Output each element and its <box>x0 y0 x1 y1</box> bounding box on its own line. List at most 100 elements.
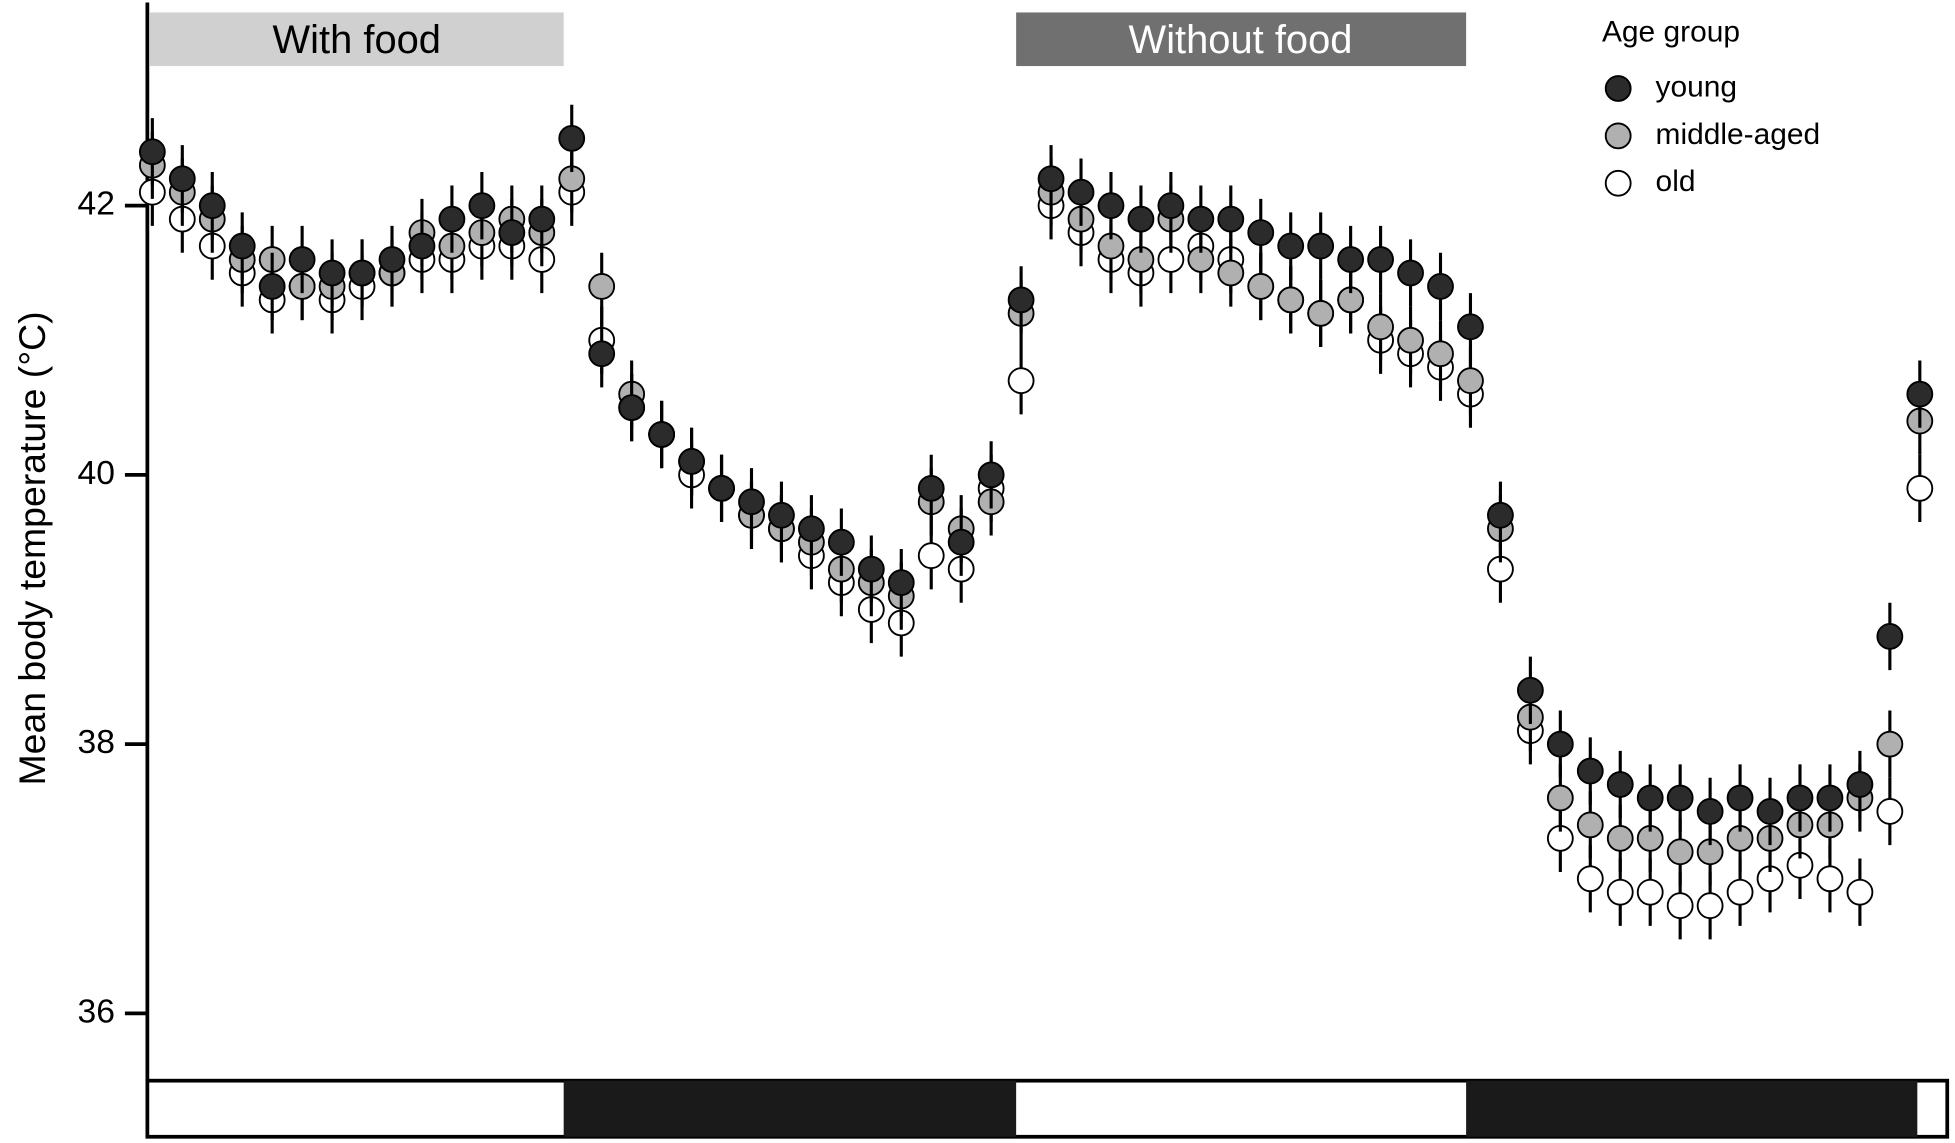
point <box>1427 340 1454 368</box>
point <box>168 165 196 193</box>
point <box>1277 232 1305 260</box>
point <box>1666 838 1694 866</box>
point <box>1786 784 1814 812</box>
point <box>1007 367 1035 395</box>
point <box>648 421 676 448</box>
point <box>348 259 376 287</box>
point <box>528 205 556 233</box>
point <box>1726 784 1754 812</box>
point <box>588 273 616 300</box>
point <box>1307 299 1335 327</box>
point <box>1217 205 1245 233</box>
point <box>1696 798 1724 825</box>
point <box>1307 232 1335 260</box>
point <box>258 273 286 300</box>
point <box>1277 286 1305 314</box>
point <box>1516 676 1544 704</box>
point <box>1247 219 1275 246</box>
point <box>1187 205 1215 233</box>
point <box>1756 798 1784 825</box>
point <box>798 515 825 543</box>
legend-marker <box>1604 122 1632 150</box>
point <box>1636 784 1664 812</box>
point <box>498 219 526 246</box>
point <box>1487 501 1514 529</box>
point <box>1876 730 1904 758</box>
point <box>1127 205 1155 233</box>
point <box>1427 273 1454 300</box>
legend-label: young <box>1656 70 1737 103</box>
point <box>228 232 256 260</box>
point <box>1217 259 1245 287</box>
point <box>1696 892 1724 920</box>
annotation: Without food <box>1129 18 1353 62</box>
point <box>198 192 226 220</box>
point <box>558 124 586 152</box>
point <box>408 232 436 260</box>
point <box>468 192 496 220</box>
point <box>887 569 915 596</box>
point <box>318 259 346 287</box>
point <box>1007 286 1035 314</box>
point <box>1337 246 1365 273</box>
point <box>708 474 735 502</box>
point <box>678 448 705 475</box>
point <box>1606 771 1634 798</box>
point <box>288 246 316 273</box>
point <box>1876 623 1904 650</box>
point <box>1457 313 1484 341</box>
point <box>138 138 166 166</box>
point <box>1816 865 1844 893</box>
point <box>1397 326 1424 354</box>
legend-marker <box>1604 169 1632 197</box>
point <box>1846 771 1874 798</box>
dark-phase <box>1466 1080 1918 1137</box>
point <box>1726 878 1754 906</box>
y-tick-label: 38 <box>78 724 115 761</box>
point <box>588 340 616 368</box>
point <box>1367 246 1394 273</box>
point <box>1576 811 1604 839</box>
point <box>857 555 885 583</box>
point <box>768 501 795 529</box>
point <box>1666 784 1694 812</box>
point <box>947 528 975 556</box>
point <box>1606 824 1634 852</box>
point <box>1846 878 1874 906</box>
point <box>1097 192 1125 220</box>
y-tick-label: 40 <box>78 455 115 492</box>
y-axis-label: Mean body temperature (°C) <box>11 311 53 785</box>
point <box>1157 192 1185 220</box>
dark-phase <box>563 1080 1017 1137</box>
point <box>1636 878 1664 906</box>
point <box>917 542 945 570</box>
point <box>738 488 765 516</box>
point <box>1606 878 1634 906</box>
point <box>1037 165 1065 193</box>
point <box>1247 273 1275 300</box>
point <box>1546 730 1574 758</box>
annotation: With food <box>273 18 441 62</box>
with-food-band <box>149 12 564 67</box>
point <box>1397 259 1424 287</box>
y-tick-label: 42 <box>78 186 115 223</box>
point <box>1906 380 1934 408</box>
y-tick-label: 36 <box>78 993 115 1030</box>
legend-marker <box>1604 75 1632 102</box>
legend-label: old <box>1656 165 1696 198</box>
point <box>618 394 646 421</box>
point <box>378 246 406 273</box>
point <box>1576 865 1604 893</box>
point <box>1816 784 1844 812</box>
point <box>1067 178 1095 206</box>
point <box>438 205 466 233</box>
legend-label: middle-aged <box>1656 118 1821 151</box>
legend-title: Age group <box>1602 16 1740 49</box>
point <box>827 528 855 556</box>
point <box>1666 892 1694 920</box>
without-food-band <box>1016 12 1467 67</box>
point <box>1576 757 1604 785</box>
point <box>1906 474 1934 502</box>
point <box>1367 313 1394 341</box>
